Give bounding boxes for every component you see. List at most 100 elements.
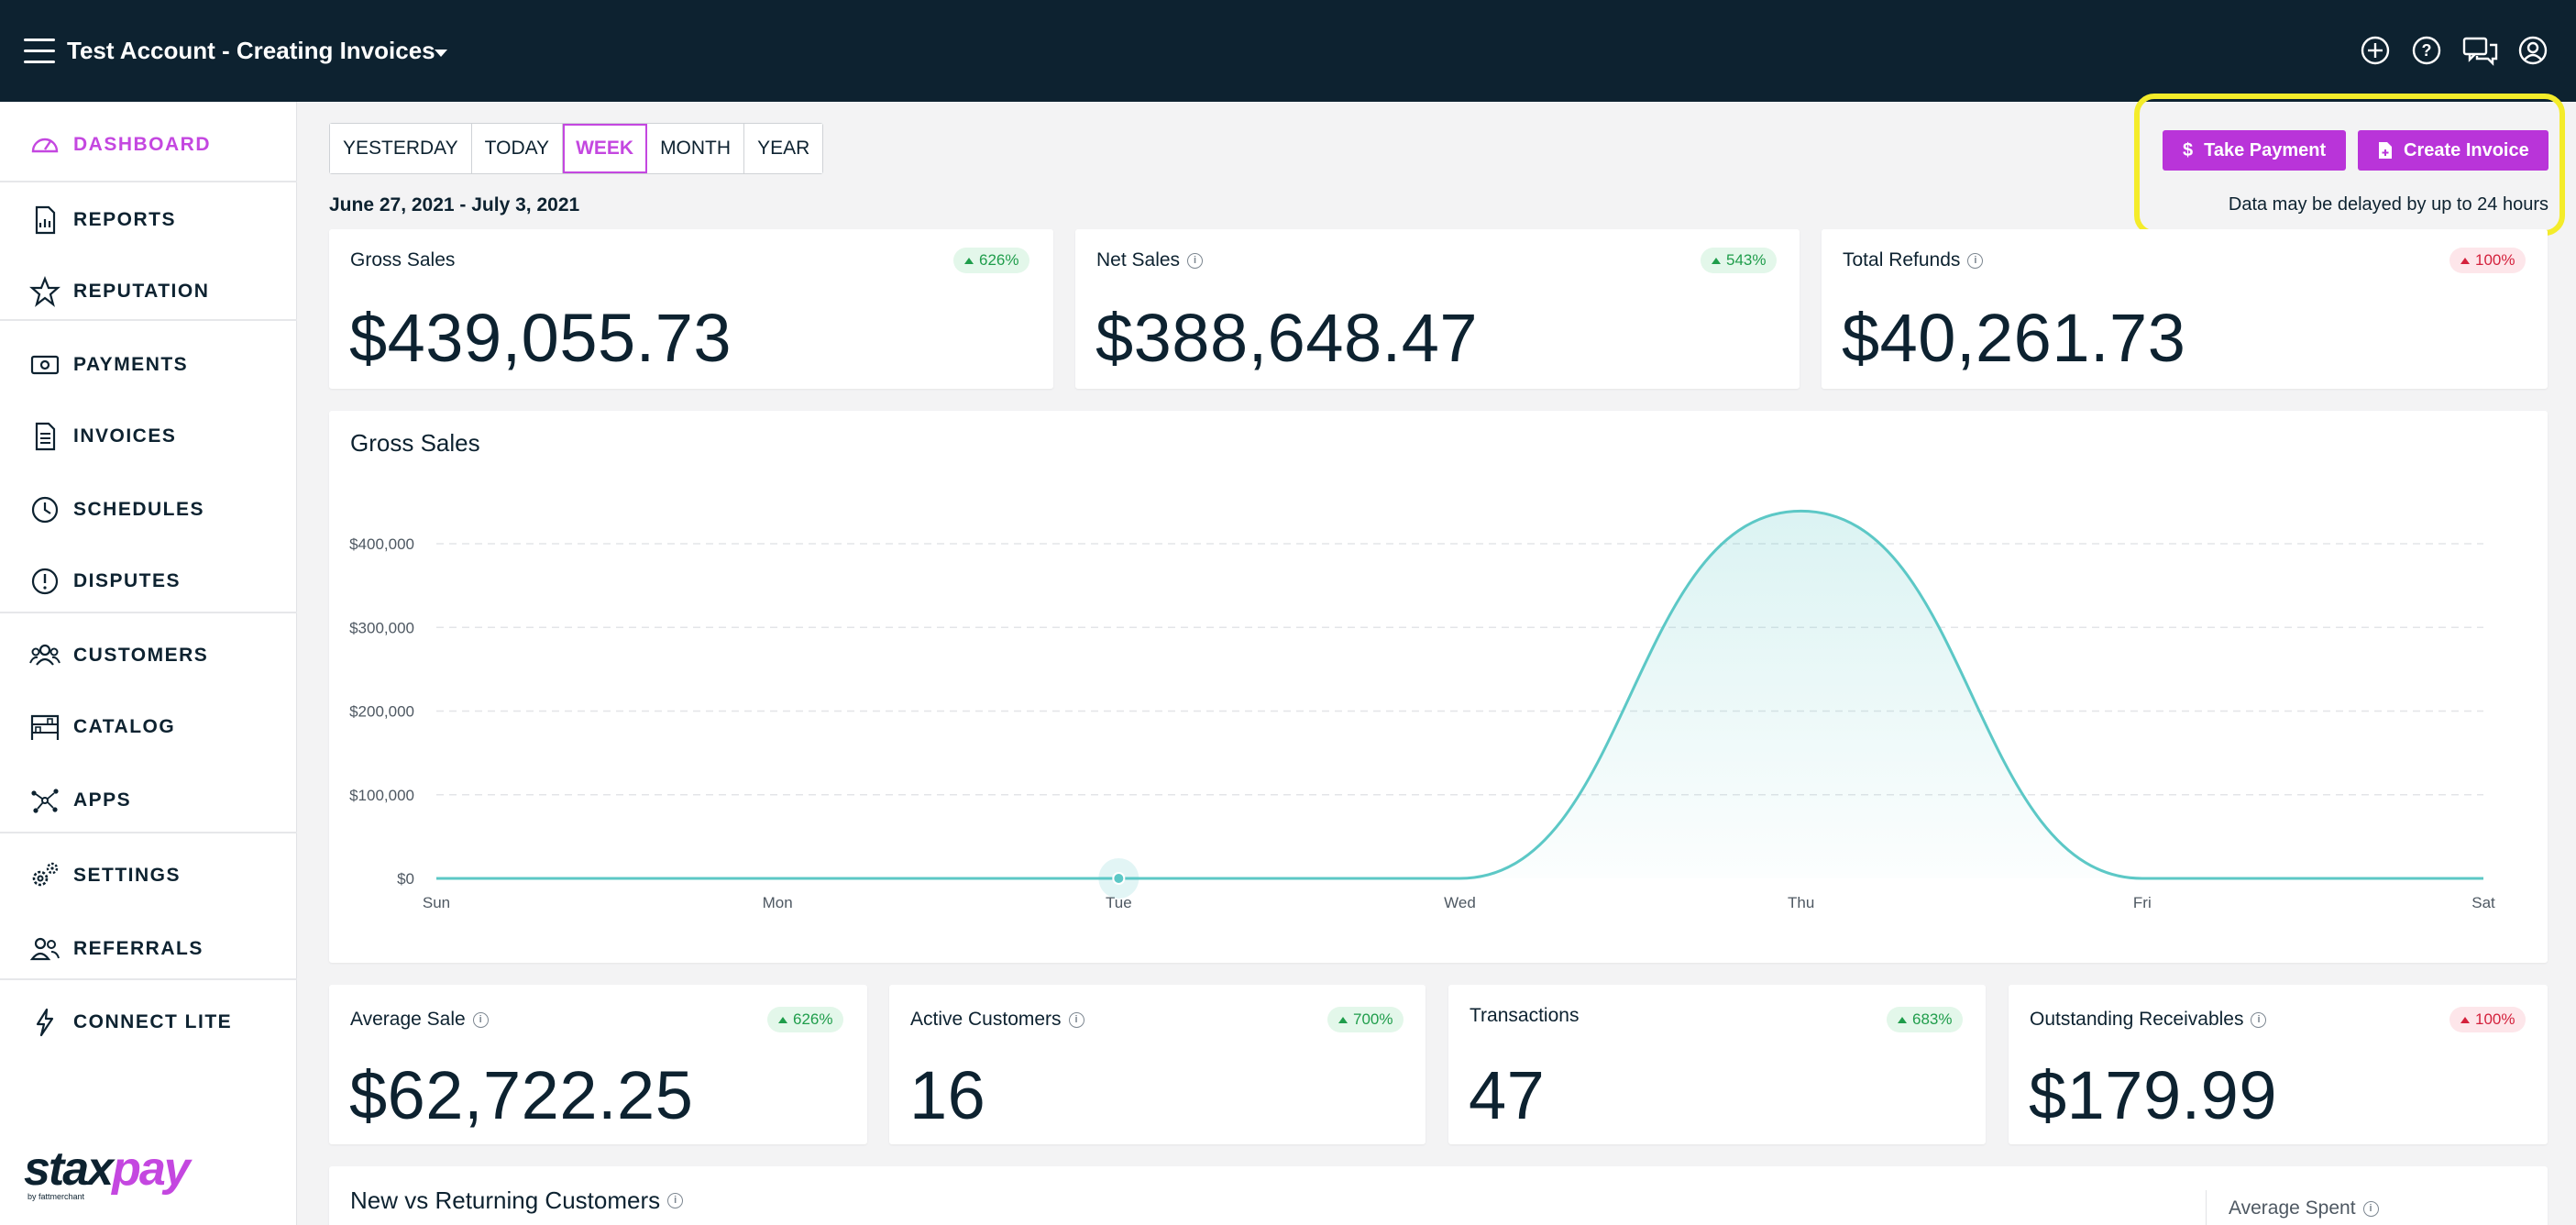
info-icon[interactable]: i	[2362, 1200, 2379, 1217]
sidebar-divider	[0, 181, 297, 182]
x-tick-label: Sat	[2471, 894, 2495, 911]
arrow-up-icon	[1338, 1016, 1348, 1023]
sidebar-item-invoices[interactable]: INVOICES	[0, 401, 297, 472]
sidebar-item-label: CUSTOMERS	[73, 645, 209, 666]
catalog-icon	[30, 714, 60, 740]
kpi-value: $62,722.25	[349, 1057, 694, 1133]
info-icon[interactable]: i	[667, 1193, 684, 1208]
change-badge: 543%	[1701, 248, 1778, 273]
svg-text:?: ?	[2422, 41, 2432, 60]
sidebar-divider	[0, 612, 297, 613]
sidebar-item-label: REPUTATION	[73, 281, 210, 302]
change-badge: 100%	[2449, 1007, 2526, 1032]
gauge-icon	[31, 138, 59, 153]
range-yesterday-button[interactable]: YESTERDAY	[330, 124, 472, 173]
sidebar-item-customers[interactable]: CUSTOMERS	[0, 620, 297, 691]
alert-icon	[31, 568, 59, 595]
sidebar-item-label: REPORTS	[73, 209, 177, 230]
take-payment-button[interactable]: $ Take Payment	[2163, 130, 2346, 171]
sidebar-item-referrals[interactable]: REFERRALS	[0, 913, 297, 985]
sidebar-item-label: PAYMENTS	[73, 354, 189, 375]
sidebar-item-label: DISPUTES	[73, 570, 182, 591]
plus-circle-icon[interactable]	[2360, 35, 2391, 66]
staxpay-logo: staxpay by fattmerchant	[24, 1142, 191, 1201]
new-vs-returning-title: New vs Returning Customers i	[350, 1186, 684, 1215]
x-tick-label: Sun	[423, 894, 450, 911]
sidebar-item-reports[interactable]: REPORTS	[0, 184, 297, 256]
change-badge: 626%	[953, 248, 1030, 273]
sidebar-divider	[0, 832, 297, 833]
file-plus-icon	[2379, 142, 2392, 159]
info-icon[interactable]: i	[1187, 252, 1204, 269]
report-icon	[35, 205, 56, 235]
kpi-card-average-sale: Average Sale i 626% $62,722.25	[329, 985, 867, 1144]
x-tick-label: Tue	[1106, 894, 1132, 911]
settings-icon	[32, 862, 59, 887]
sidebar-item-schedules[interactable]: SCHEDULES	[0, 474, 297, 546]
menu-icon[interactable]	[24, 39, 55, 64]
info-icon[interactable]: i	[472, 1011, 489, 1028]
chat-icon[interactable]	[2462, 35, 2499, 66]
range-month-button[interactable]: MONTH	[647, 124, 745, 173]
date-range-selector: YESTERDAY TODAY WEEK MONTH YEAR	[329, 123, 824, 174]
sidebar-item-settings[interactable]: SETTINGS	[0, 840, 297, 911]
gross-sales-chart-card: Gross Sales $0 $100,000 $200,000 $300,000 $4…	[329, 411, 2548, 963]
clock-icon	[31, 496, 59, 524]
kpi-card-transactions: Transactions 683% 47	[1448, 985, 1986, 1144]
info-icon[interactable]: i	[1967, 252, 1984, 269]
series-line	[436, 509, 2483, 880]
arrow-up-icon	[2460, 1016, 2470, 1023]
kpi-card-net-sales: Net Sales i 543% $388,648.47	[1075, 229, 1800, 389]
range-week-button[interactable]: WEEK	[563, 124, 648, 173]
kpi-value: $40,261.73	[1842, 300, 2186, 376]
arrow-up-icon	[2460, 257, 2470, 264]
dollar-icon: $	[2183, 139, 2194, 160]
chart-title: Gross Sales	[350, 429, 480, 457]
sidebar-item-label: CATALOG	[73, 716, 176, 737]
range-today-button[interactable]: TODAY	[471, 124, 564, 173]
x-tick-label: Fri	[2133, 894, 2152, 911]
arrow-up-icon	[1712, 257, 1721, 264]
range-year-button[interactable]: YEAR	[744, 124, 823, 173]
average-spent-label: Average Spent i	[2206, 1190, 2379, 1225]
kpi-title: Active Customers i	[910, 1009, 1084, 1031]
kpi-value: $439,055.73	[349, 300, 732, 376]
sidebar-item-apps[interactable]: APPS	[0, 765, 297, 836]
kpi-card-total-refunds: Total Refunds i 100% $40,261.73	[1822, 229, 2548, 389]
sidebar-divider	[0, 319, 297, 321]
y-tick-label: $0	[397, 870, 414, 888]
series-area	[436, 511, 2483, 878]
sidebar-item-reputation[interactable]: REPUTATION	[0, 256, 297, 327]
y-tick-label: $100,000	[349, 787, 414, 804]
kpi-title: Transactions	[1470, 1005, 1580, 1026]
kpi-title: Net Sales i	[1096, 249, 1204, 271]
sidebar-item-disputes[interactable]: DISPUTES	[0, 546, 297, 617]
sidebar-item-label: SCHEDULES	[73, 499, 205, 520]
sidebar-item-catalog[interactable]: CATALOG	[0, 691, 297, 763]
top-bar: Test Account - Creating Invoices ?	[0, 0, 2576, 102]
help-icon[interactable]: ?	[2411, 35, 2442, 66]
sidebar-item-label: APPS	[73, 789, 132, 811]
sidebar-item-label: INVOICES	[73, 425, 177, 447]
info-icon[interactable]: i	[2251, 1011, 2267, 1028]
user-circle-icon[interactable]	[2517, 35, 2548, 66]
kpi-value: $388,648.47	[1095, 300, 1479, 376]
info-icon[interactable]: i	[1068, 1011, 1084, 1028]
x-tick-label: Wed	[1444, 894, 1476, 911]
kpi-title: Outstanding Receivables i	[2030, 1009, 2267, 1031]
gross-sales-chart: $0 $100,000 $200,000 $300,000 $400,000 Sun Mo…	[349, 509, 2495, 911]
data-point[interactable]	[1112, 872, 1126, 885]
sidebar-item-payments[interactable]: PAYMENTS	[0, 329, 297, 401]
sidebar-item-connect-lite[interactable]: CONNECT LITE	[0, 987, 297, 1058]
sidebar-item-dashboard[interactable]: DASHBOARD	[0, 109, 297, 181]
create-invoice-button[interactable]: Create Invoice	[2358, 130, 2548, 171]
account-title[interactable]: Test Account - Creating Invoices	[67, 37, 435, 64]
star-icon	[29, 276, 61, 307]
sidebar-item-label: DASHBOARD	[73, 134, 211, 155]
arrow-up-icon	[964, 257, 974, 264]
new-vs-returning-card: New vs Returning Customers i Average Spen…	[329, 1166, 2548, 1225]
change-badge: 700%	[1327, 1007, 1404, 1032]
cash-icon	[30, 355, 60, 375]
sidebar-item-label: REFERRALS	[73, 938, 204, 959]
account-dropdown-icon[interactable]	[435, 50, 447, 57]
